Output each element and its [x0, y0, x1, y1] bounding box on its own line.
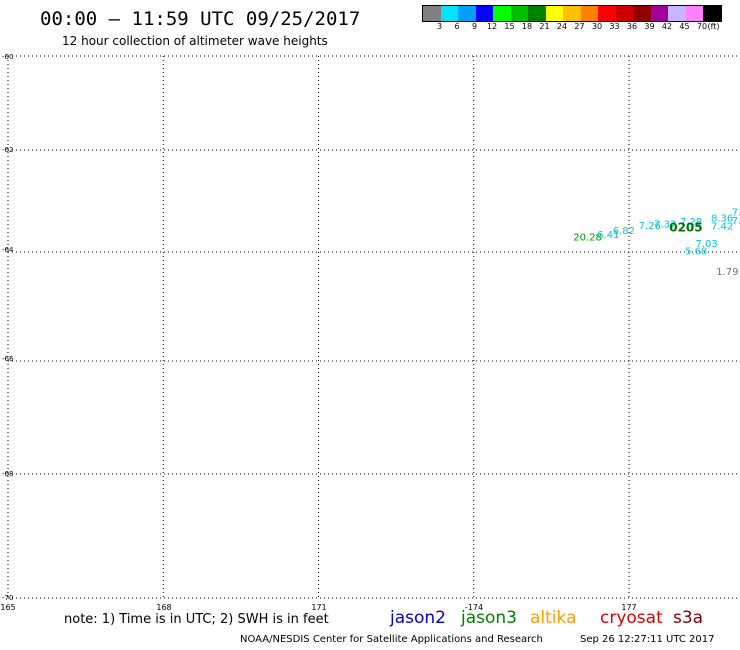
measurement-labels: 1.791.572.033.001.5114.7020.286.416.827.… — [573, 208, 740, 278]
color-scale-label: 6 — [454, 22, 460, 31]
color-scale-label: 39 — [644, 22, 655, 31]
color-scale-label: 33 — [609, 22, 620, 31]
legend-s3a: s3a — [673, 608, 704, 628]
wave-height-label: 6.82 — [613, 226, 635, 237]
lon-label: 168 — [156, 603, 172, 612]
wave-height-label: 7.47 — [732, 216, 740, 227]
wave-height-label: 20.28 — [573, 233, 602, 244]
wave-height-label: 7.42 — [711, 221, 733, 232]
color-scale-label: 42 — [661, 22, 673, 31]
color-swatch — [458, 6, 476, 21]
color-swatch — [475, 6, 493, 21]
color-scale-label: 9 — [471, 22, 478, 31]
legend-jason2: jason2 — [390, 608, 446, 628]
wave-height-label: 7.03 — [695, 239, 717, 250]
color-scale-label: 27 — [574, 22, 585, 31]
legend-cryosat: cryosat — [600, 608, 663, 628]
color-scale-label: (ft) — [707, 22, 720, 31]
color-swatch — [615, 6, 633, 21]
wave-height-label: 7.18 — [732, 208, 740, 219]
lat-label: -66 — [2, 355, 14, 363]
color-swatch — [510, 6, 528, 21]
legend-altika: altika — [530, 608, 577, 628]
color-swatch — [563, 6, 581, 21]
color-scale-label: 21 — [539, 22, 550, 31]
map-gridlines — [7, 55, 740, 599]
wave-height-label: 5.68 — [685, 246, 707, 257]
lon-label: -174 — [464, 603, 484, 612]
units-note: note: 1) Time is in UTC; 2) SWH is in fe… — [64, 612, 329, 627]
map-subtitle: 12 hour collection of altimeter wave hei… — [62, 34, 328, 48]
wave-height-label: 7.28 — [680, 217, 702, 228]
legend-jason3: jason3 — [461, 608, 517, 628]
lat-label: -62 — [2, 146, 14, 154]
color-scale-label: 15 — [504, 22, 515, 31]
lon-label: 165 — [0, 603, 16, 612]
color-scale-label: 3 — [436, 22, 443, 31]
color-scale-labels: 3 6 9 12 15 18 21 24 27 30 33 36 39 42 45 70 (ft) — [422, 22, 732, 34]
color-scale-label: 45 — [679, 22, 690, 31]
color-scale-bar — [422, 5, 722, 22]
color-swatch — [580, 6, 598, 21]
color-swatch — [528, 6, 546, 21]
footer-timestamp: Sep 26 12:27:11 UTC 2017 — [580, 634, 715, 645]
color-swatch — [598, 6, 616, 21]
color-swatch — [440, 6, 458, 21]
lat-label: -70 — [2, 594, 14, 602]
footer-org: NOAA/NESDIS Center for Satellite Applica… — [240, 634, 543, 645]
wave-height-label: 8.36 — [711, 213, 733, 224]
color-swatch — [685, 6, 703, 21]
color-scale-label: 36 — [626, 22, 638, 31]
lon-label: 177 — [621, 603, 637, 612]
color-swatch — [493, 6, 511, 21]
color-swatch — [545, 6, 563, 21]
color-swatch — [650, 6, 668, 21]
wave-height-label: 1.79 — [716, 267, 738, 278]
color-scale-label: 12 — [486, 22, 498, 31]
color-scale-label: 24 — [556, 22, 568, 31]
lat-label: -60 — [2, 53, 14, 61]
lon-label: 171 — [311, 603, 327, 612]
color-swatch — [703, 6, 721, 21]
wave-height-label: 6.41 — [597, 230, 619, 241]
lat-label: -68 — [2, 470, 14, 478]
lat-label: -64 — [2, 246, 14, 254]
color-swatch — [668, 6, 686, 21]
color-swatch — [633, 6, 651, 21]
map-title: 00:00 — 11:59 UTC 09/25/2017 — [40, 8, 361, 30]
pass-time-label: 0205 — [669, 221, 702, 235]
color-scale-label: 18 — [521, 22, 533, 31]
color-scale-label: 70 — [696, 22, 708, 31]
color-swatch — [423, 6, 441, 21]
wave-height-label: 7.26 — [639, 221, 661, 232]
wave-height-label: 7.37 — [654, 219, 676, 230]
color-scale-label: 30 — [591, 22, 603, 31]
